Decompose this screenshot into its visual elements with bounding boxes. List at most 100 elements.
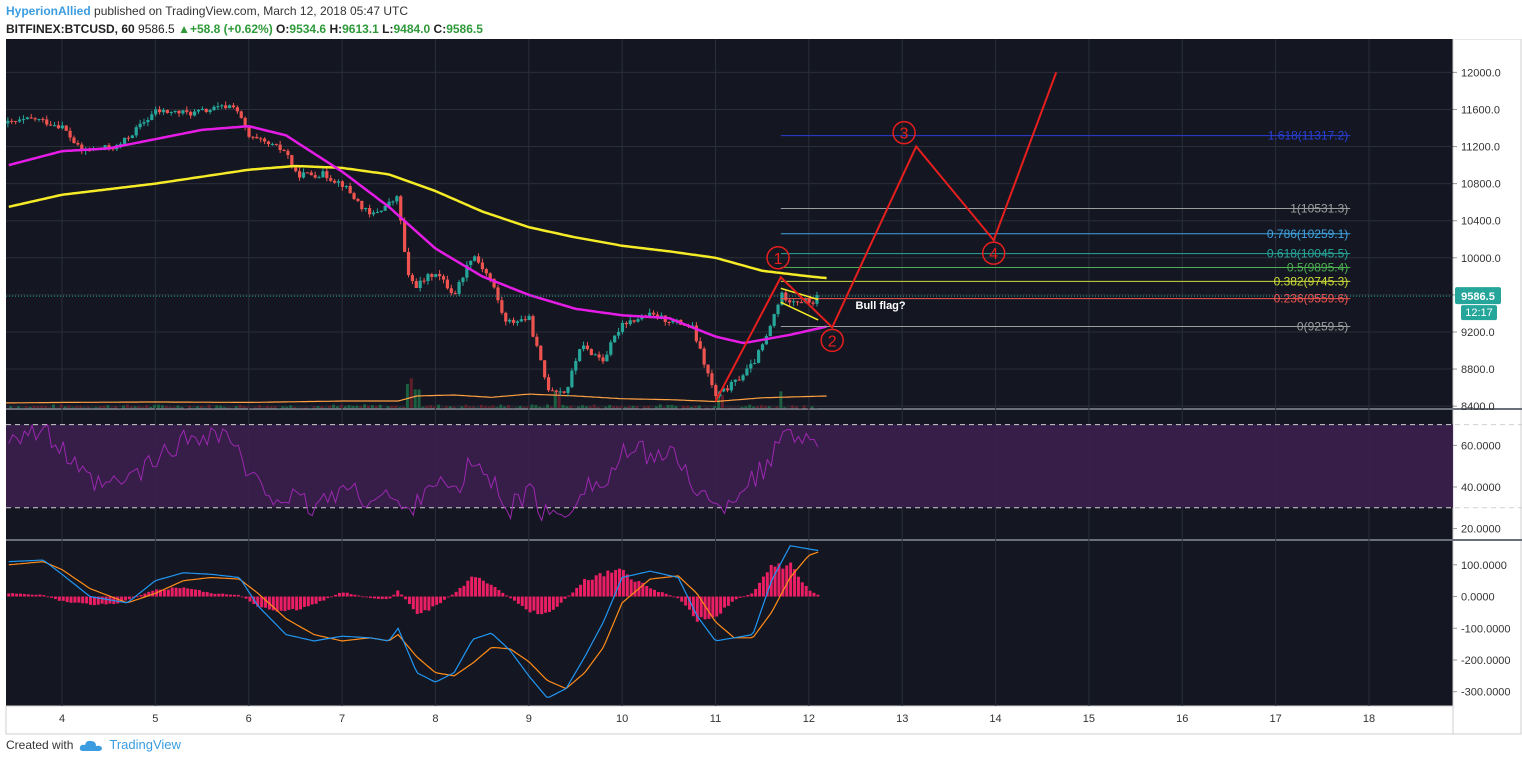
candle-body: [220, 105, 224, 107]
volume-bar: [106, 405, 110, 408]
volume-bar: [542, 407, 546, 409]
macd-histogram-bar: [446, 596, 450, 598]
macd-histogram-bar: [571, 592, 575, 597]
high-label: H:: [329, 22, 343, 36]
volume-bar: [421, 406, 425, 408]
candle-body: [14, 121, 18, 123]
volume-bar: [526, 406, 530, 408]
macd-histogram-bar: [392, 594, 396, 597]
volume-bar: [604, 406, 608, 408]
macd-histogram-bar: [283, 596, 287, 612]
volume-bar: [689, 406, 693, 408]
macd-histogram-bar: [777, 563, 781, 597]
candle-body: [157, 109, 162, 113]
volume-bar: [475, 407, 479, 409]
volume-bar: [320, 406, 324, 408]
candle-body: [165, 109, 169, 113]
volume-bar: [300, 407, 304, 409]
time-axis-label: 7: [339, 713, 345, 725]
volume-bar: [460, 406, 464, 408]
macd-histogram-bar: [225, 594, 229, 597]
volume-bar: [806, 407, 810, 409]
tradingview-brand[interactable]: TradingView: [109, 737, 181, 752]
candle-body: [539, 345, 543, 361]
ohlc-legend: BITFINEX:BTCUSD, 60 9586.5 ▲+58.8 (+0.62…: [6, 22, 483, 36]
volume-bar: [627, 405, 631, 408]
volume-bar: [297, 407, 301, 409]
volume-bar: [378, 404, 382, 408]
candle-body: [356, 198, 360, 201]
candle-body: [799, 302, 803, 304]
macd-histogram-bar: [586, 580, 590, 597]
volume-bar: [125, 404, 129, 408]
macd-histogram-bar: [15, 593, 19, 597]
candle-body: [527, 316, 531, 321]
volume-bar: [363, 404, 367, 408]
macd-histogram-bar: [295, 596, 299, 611]
volume-bar: [188, 405, 192, 408]
macd-axis-label: 0.0000: [1461, 592, 1495, 604]
volume-bar: [569, 405, 573, 408]
rsi-band-fill: [6, 424, 1453, 508]
macd-histogram-bar: [229, 594, 233, 597]
macd-histogram-bar: [761, 576, 765, 597]
candle-body: [352, 193, 356, 199]
volume-bar: [440, 407, 444, 409]
candle-body: [760, 344, 765, 351]
author-link[interactable]: HyperionAllied: [6, 4, 91, 18]
volume-bar: [701, 407, 705, 409]
candle-body: [391, 201, 395, 203]
candle-body: [239, 111, 243, 118]
fib-level-label: 0(9259.5): [1297, 319, 1348, 333]
candle-body: [313, 175, 317, 178]
volume-bar: [176, 405, 180, 408]
volume-bar: [265, 405, 269, 408]
candle-body: [60, 125, 64, 129]
volume-bar: [538, 406, 542, 408]
macd-histogram-bar: [676, 596, 680, 599]
volume-bar: [713, 406, 717, 408]
volume-bar: [149, 406, 153, 408]
macd-histogram-bar: [509, 596, 513, 599]
macd-histogram-bar: [30, 594, 34, 597]
macd-histogram-bar: [81, 596, 85, 604]
volume-bar: [705, 407, 709, 409]
volume-bar: [98, 406, 102, 408]
volume-bar: [588, 406, 592, 408]
candle-body: [651, 312, 656, 315]
volume-bar: [121, 405, 125, 408]
volume-bar: [343, 406, 347, 408]
volume-bar: [382, 407, 386, 409]
candle-body: [29, 117, 33, 119]
volume-bar: [312, 406, 316, 408]
volume-bar: [631, 405, 635, 408]
macd-histogram-bar: [524, 596, 528, 610]
volume-bar: [195, 406, 199, 408]
candle-body: [161, 109, 166, 113]
volume-bar: [491, 405, 495, 408]
candle-body: [593, 354, 597, 356]
publish-text: published on TradingView.com, March 12, …: [94, 4, 408, 18]
candle-body: [605, 354, 609, 362]
volume-bar: [775, 406, 779, 408]
volume-bar: [355, 405, 359, 408]
volume-bar: [254, 407, 258, 408]
macd-histogram-bar: [209, 593, 213, 597]
volume-bar: [262, 407, 266, 408]
candle-body: [224, 105, 228, 109]
wave-circle: [820, 328, 844, 353]
volume-bar: [693, 405, 697, 408]
volume-bar: [549, 406, 553, 408]
candle-body: [698, 341, 702, 349]
macd-histogram-bar: [796, 576, 800, 597]
macd-histogram-bar: [361, 596, 365, 598]
volume-bar: [160, 405, 164, 408]
candle-body: [441, 276, 446, 280]
chart-canvas[interactable]: 1.618(11317.2) 1(10531.3) 0.786(10259.1) 0.…: [0, 39, 1522, 735]
macd-histogram-bar: [804, 585, 808, 597]
candle-body: [453, 293, 457, 295]
macd-histogram-bar: [419, 596, 423, 614]
candle-body: [150, 114, 154, 120]
time-axis-label: 10: [616, 713, 628, 725]
volume-bar: [24, 405, 28, 408]
